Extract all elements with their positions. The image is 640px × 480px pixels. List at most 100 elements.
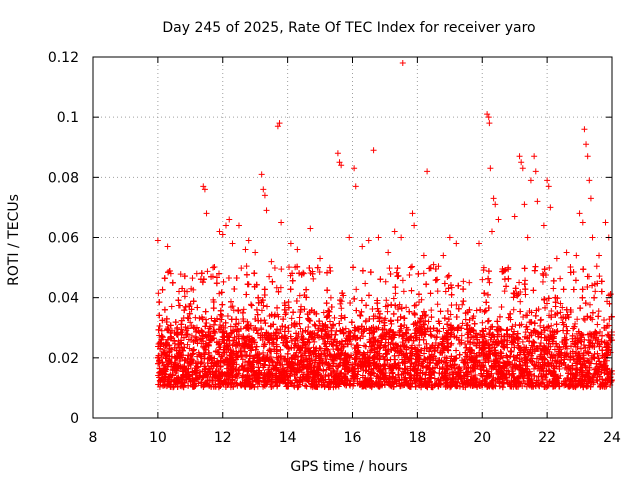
data-point [440, 325, 447, 332]
data-point [418, 347, 425, 354]
data-point [540, 379, 547, 386]
data-point [320, 368, 327, 375]
data-point [403, 304, 410, 311]
data-point [301, 306, 308, 313]
data-point [458, 332, 465, 339]
data-point [603, 357, 610, 364]
data-point [273, 284, 280, 291]
data-point [433, 334, 440, 341]
data-point [557, 275, 564, 282]
data-point [595, 308, 602, 315]
data-point [564, 345, 571, 352]
data-point [416, 342, 423, 349]
data-point [382, 278, 389, 285]
data-point [408, 360, 415, 367]
data-point [516, 279, 523, 286]
data-point [338, 305, 345, 312]
data-point [275, 313, 282, 320]
data-point [310, 275, 317, 282]
data-point [371, 353, 378, 360]
data-point [277, 326, 284, 333]
data-point [158, 327, 165, 334]
data-point [362, 280, 369, 287]
data-point [297, 325, 304, 332]
data-point [459, 301, 466, 308]
data-point [386, 265, 393, 272]
data-point [296, 292, 303, 299]
data-point [486, 279, 493, 286]
data-point [258, 326, 265, 333]
data-point [500, 333, 507, 340]
data-point [240, 306, 247, 313]
data-point [320, 309, 327, 316]
data-point [462, 340, 469, 347]
data-point [513, 384, 520, 391]
data-point [295, 353, 302, 360]
data-point [564, 374, 571, 381]
data-point [311, 338, 318, 345]
data-point [448, 284, 455, 291]
data-point [192, 314, 199, 321]
data-point [266, 273, 273, 280]
data-point [331, 314, 338, 321]
data-point [399, 277, 406, 284]
data-point [388, 320, 395, 327]
data-point [342, 325, 349, 332]
data-point [509, 323, 516, 330]
data-point [517, 298, 524, 305]
data-point [181, 293, 188, 300]
data-point [261, 317, 268, 324]
data-point [392, 290, 399, 297]
data-point [224, 312, 231, 319]
data-point [229, 303, 236, 310]
data-point [204, 268, 211, 275]
data-point [326, 318, 333, 325]
data-point [510, 306, 517, 313]
data-point [331, 369, 338, 376]
data-point [235, 320, 242, 327]
data-point [186, 345, 193, 352]
data-point [473, 307, 480, 314]
data-point [537, 322, 544, 329]
data-point [434, 301, 441, 308]
data-point [479, 319, 486, 326]
data-point [329, 341, 336, 348]
data-point [420, 270, 427, 277]
data-point [460, 278, 467, 285]
data-point [325, 307, 332, 314]
data-point [188, 285, 195, 292]
data-point [453, 301, 460, 308]
data-point [592, 288, 599, 295]
data-point [581, 316, 588, 323]
data-point [563, 330, 570, 337]
data-point [447, 311, 454, 318]
data-point [196, 315, 203, 322]
data-point [195, 380, 202, 387]
data-point [285, 299, 292, 306]
data-point [448, 340, 455, 347]
data-point [390, 295, 397, 302]
data-point [220, 278, 227, 285]
data-point [539, 278, 546, 285]
data-point [176, 288, 183, 295]
data-point [286, 264, 293, 271]
data-point [442, 288, 449, 295]
data-point [431, 375, 438, 382]
data-point [557, 309, 564, 316]
data-point [593, 263, 600, 270]
data-point [390, 310, 397, 317]
data-point [271, 264, 278, 271]
data-point [243, 263, 250, 270]
data-point [327, 294, 334, 301]
data-point [239, 356, 246, 363]
data-point [548, 308, 555, 315]
data-point [400, 288, 407, 295]
data-point [601, 316, 608, 323]
data-point [189, 275, 196, 282]
data-point [375, 315, 382, 322]
data-point [384, 308, 391, 315]
data-point [593, 376, 600, 383]
data-point [406, 271, 413, 278]
data-point [260, 302, 267, 309]
